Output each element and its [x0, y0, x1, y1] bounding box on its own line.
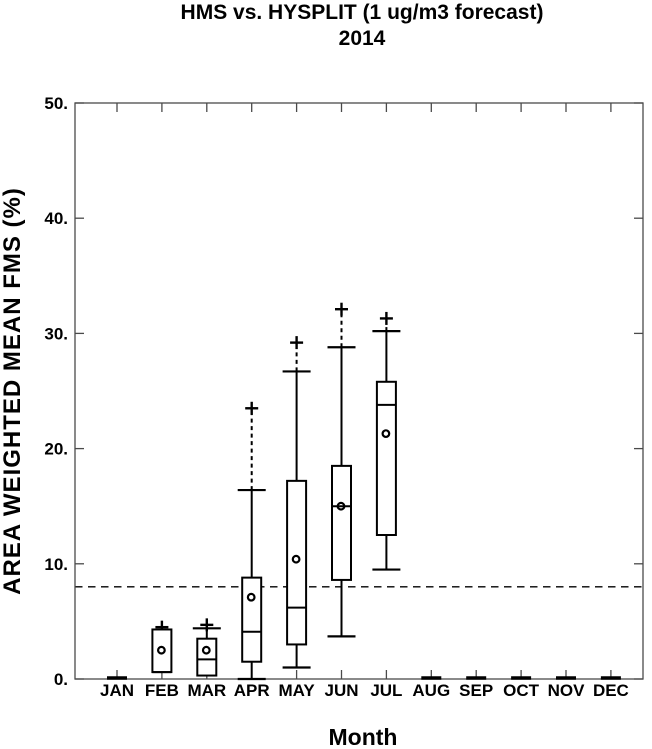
box-MAY [282, 336, 311, 669]
x-tick-label: JUL [370, 681, 402, 700]
y-tick-label: 0. [54, 670, 68, 689]
mean-circle [381, 429, 391, 439]
y-axis-label: AREA WEIGHTED MEAN FMS (%) [0, 187, 26, 595]
x-tick-label: MAY [278, 681, 315, 700]
y-tick-label: 20. [44, 440, 68, 459]
box-FEB [151, 620, 173, 674]
x-tick-label: SEP [459, 681, 493, 700]
mean-circle [201, 645, 211, 655]
box-APR [237, 401, 266, 681]
mean-circle [156, 645, 166, 655]
iqr-box [196, 637, 218, 677]
x-tick-label: MAR [187, 681, 226, 700]
x-tick-label: NOV [548, 681, 586, 700]
box-MAR [192, 618, 221, 677]
x-tick-label: DEC [593, 681, 629, 700]
iqr-box [151, 628, 173, 674]
plot-frame [74, 102, 644, 680]
y-tick-label: 40. [44, 209, 68, 228]
iqr-box [331, 464, 352, 581]
x-axis-label: Month [329, 724, 398, 749]
iqr-box [375, 380, 397, 536]
mean-circle [336, 501, 346, 511]
x-tick-label: OCT [503, 681, 540, 700]
x-tick-label: AUG [412, 681, 450, 700]
box-JUN [327, 302, 356, 638]
x-tick-label: JAN [100, 681, 134, 700]
mean-circle [291, 554, 301, 564]
y-tick-label: 10. [44, 555, 68, 574]
chart-subtitle: 2014 [339, 27, 386, 50]
iqr-box [241, 576, 263, 663]
mean-circle [246, 592, 256, 602]
x-tick-label: JUN [324, 681, 358, 700]
y-tick-label: 50. [44, 94, 68, 113]
x-tick-label: FEB [145, 681, 179, 700]
x-tick-label: APR [234, 681, 270, 700]
y-tick-label: 30. [44, 324, 68, 343]
box-JUL [372, 311, 401, 571]
chart-title: HMS vs. HYSPLIT (1 ug/m3 forecast) [181, 1, 544, 24]
plot-content: 0. 10. 20. 30. 40. 50. JAN FEB MAR APR MAY JUN JUL AU… [44, 94, 644, 700]
